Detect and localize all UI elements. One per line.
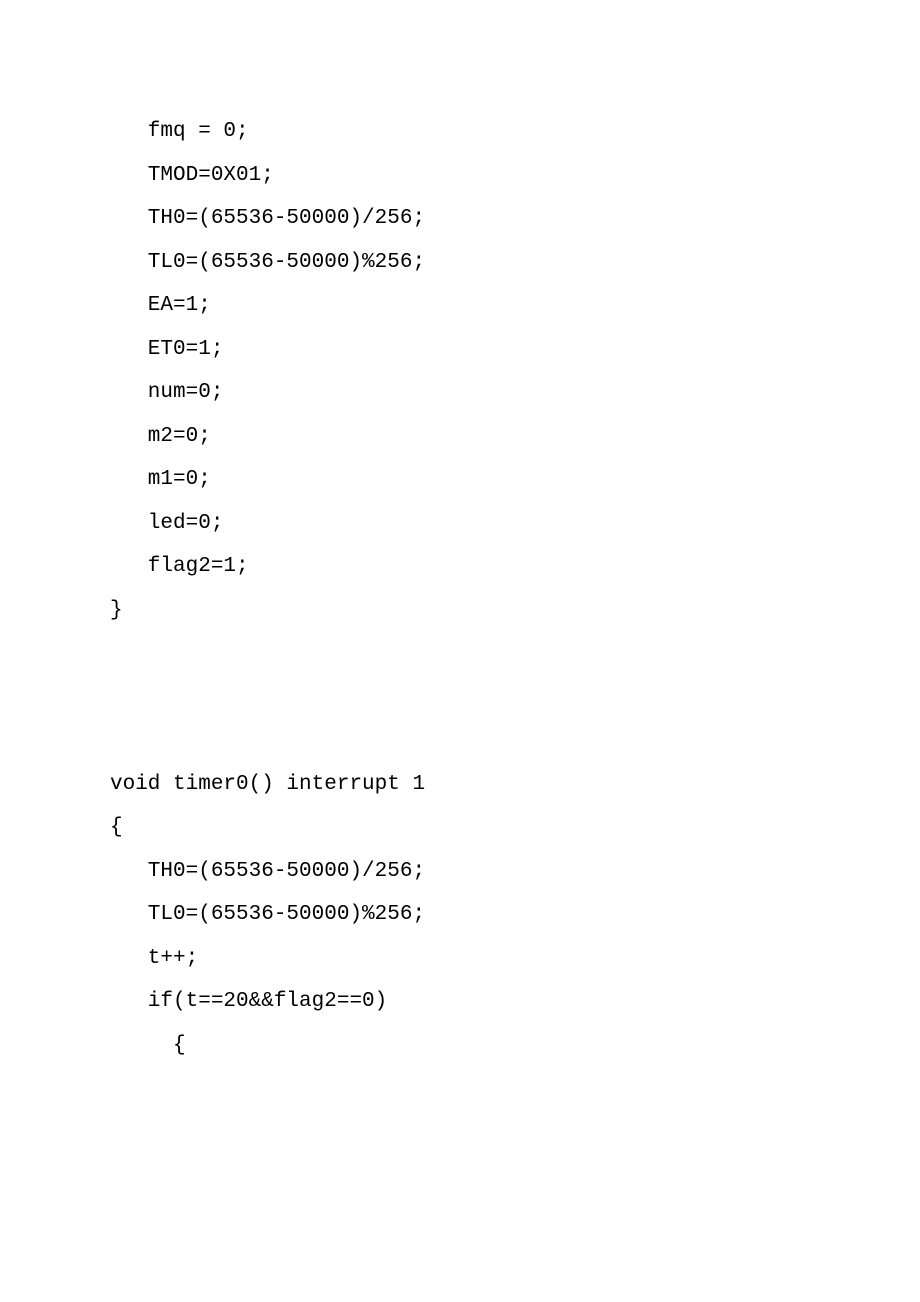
code-line: led=0; <box>110 512 223 535</box>
code-line: if(t==20&&flag2==0) <box>110 990 387 1013</box>
code-line: m1=0; <box>110 468 211 491</box>
code-line: { <box>110 1034 186 1057</box>
code-line: TH0=(65536-50000)/256; <box>110 207 425 230</box>
code-line: TMOD=0X01; <box>110 164 274 187</box>
code-line: num=0; <box>110 381 223 404</box>
code-line: { <box>110 816 123 839</box>
code-line: EA=1; <box>110 294 211 317</box>
code-line: t++; <box>110 947 198 970</box>
code-line: } <box>110 599 123 622</box>
code-line: fmq = 0; <box>110 120 249 143</box>
code-line: m2=0; <box>110 425 211 448</box>
code-line: TL0=(65536-50000)%256; <box>110 251 425 274</box>
code-line: TH0=(65536-50000)/256; <box>110 860 425 883</box>
code-line: ET0=1; <box>110 338 223 361</box>
code-page: fmq = 0; TMOD=0X01; TH0=(65536-50000)/25… <box>0 0 920 1302</box>
code-line: flag2=1; <box>110 555 249 578</box>
code-line: TL0=(65536-50000)%256; <box>110 903 425 926</box>
code-line: void timer0() interrupt 1 <box>110 773 425 796</box>
